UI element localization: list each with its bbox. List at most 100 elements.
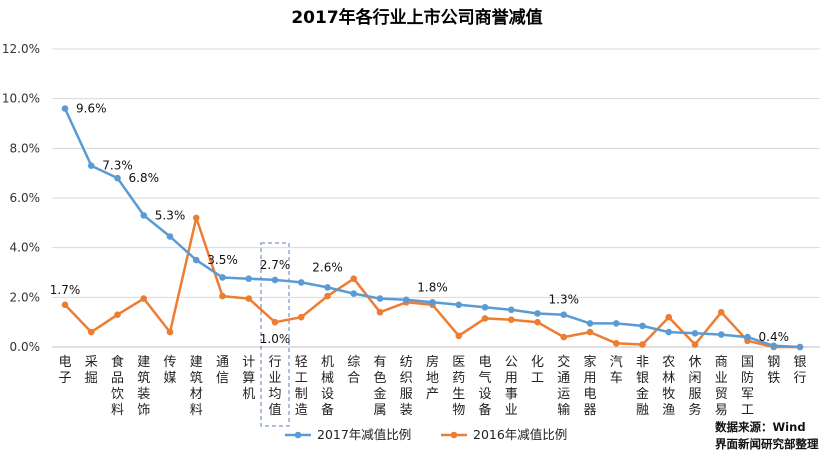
- data-point: [481, 303, 489, 311]
- data-point: [402, 296, 410, 304]
- x-tick-label: 行业均值: [268, 355, 281, 418]
- data-point: [507, 316, 515, 323]
- x-tick-label: 房地产: [426, 354, 439, 402]
- data-point: [140, 212, 148, 219]
- chart-title: 2017年各行业上市公司商誉减值: [291, 7, 542, 28]
- x-tick-label: 轻工制造: [295, 355, 308, 418]
- x-tick-label: 传媒: [163, 355, 176, 386]
- x-tick-label: 农林牧渔: [662, 355, 675, 418]
- y-axis-ticks: 0.0% 2.0% 4.0% 6.0% 8.0% 10.0% 12.0%: [2, 42, 40, 354]
- x-tick-label: 建筑材料: [190, 355, 203, 418]
- data-label: 3.5%: [207, 253, 238, 267]
- y-tick-label: 0.0%: [10, 340, 41, 354]
- data-point: [639, 322, 646, 330]
- data-label: 1.7%: [50, 283, 81, 297]
- data-label: 5.3%: [155, 208, 186, 222]
- source-credit: 界面新闻研究部整理: [715, 437, 819, 451]
- data-label: 9.6%: [76, 102, 107, 116]
- x-tick-label: 电气设备: [478, 355, 491, 418]
- x-tick-label: 机械设备: [321, 355, 334, 418]
- data-point: [507, 306, 515, 314]
- data-point: [376, 295, 384, 302]
- gridlines: [52, 48, 820, 348]
- data-point: [271, 318, 279, 326]
- y-tick-label: 4.0%: [10, 241, 41, 255]
- data-point: [324, 284, 331, 291]
- data-point: [717, 308, 725, 316]
- legend-item: 2016年减值比例: [441, 427, 567, 442]
- average-highlight-box: [260, 242, 290, 427]
- x-tick-label: 银行: [793, 355, 806, 386]
- data-point: [87, 328, 95, 336]
- data-label: 2.7%: [260, 258, 291, 272]
- x-tick-label: 医药生物: [452, 355, 465, 418]
- data-point: [560, 333, 568, 341]
- x-tick-label: 汽车: [610, 355, 623, 386]
- data-point: [717, 331, 725, 338]
- data-point: [219, 292, 226, 300]
- data-label: 6.8%: [129, 171, 160, 185]
- data-point: [61, 301, 69, 309]
- data-point: [192, 214, 200, 222]
- x-tick-label: 通信: [216, 355, 229, 386]
- x-tick-label: 电子: [58, 355, 71, 386]
- data-label: 0.4%: [759, 330, 790, 344]
- data-point: [140, 295, 148, 302]
- legend-label: 2016年减值比例: [473, 427, 567, 442]
- x-tick-label: 家用电器: [583, 354, 596, 418]
- y-tick-label: 6.0%: [10, 191, 41, 205]
- x-tick-label: 钢铁: [767, 355, 780, 386]
- data-point: [429, 299, 436, 306]
- data-labels: 9.6% 7.3%6.8% 5.3% 3.5% 2.7% 2.6% 1.8% 1.3% 0.4%…: [50, 102, 789, 347]
- series-1: [61, 105, 804, 351]
- data-point: [297, 279, 305, 286]
- data-point: [114, 174, 121, 182]
- data-point: [481, 315, 489, 322]
- data-label: 2.6%: [312, 260, 343, 274]
- highlight-box: [260, 242, 290, 427]
- data-point: [350, 290, 358, 297]
- data-point: [114, 311, 121, 319]
- data-point: [324, 292, 331, 300]
- data-point: [166, 328, 174, 336]
- data-point: [219, 274, 226, 281]
- data-point: [612, 320, 620, 327]
- y-tick-label: 10.0%: [2, 92, 40, 106]
- data-point: [665, 328, 673, 336]
- data-point: [639, 341, 646, 348]
- data-point: [691, 341, 699, 348]
- y-tick-label: 8.0%: [10, 141, 41, 155]
- data-point: [534, 310, 541, 317]
- source-note: 数据来源：Wind: [715, 420, 806, 434]
- y-tick-label: 2.0%: [10, 290, 41, 304]
- legend-item: 2017年减值比例: [285, 427, 411, 442]
- x-tick-label: 非银金融: [636, 355, 649, 418]
- data-point: [744, 333, 751, 341]
- data-point: [87, 162, 95, 170]
- data-point: [586, 320, 594, 327]
- x-tick-label: 休闲服务: [688, 355, 701, 418]
- data-point: [455, 301, 463, 309]
- x-tick-label: 有色金属: [373, 355, 386, 418]
- x-tick-label: 食品饮料: [111, 354, 124, 418]
- data-point: [586, 328, 594, 336]
- data-point: [350, 275, 358, 283]
- data-point: [612, 339, 620, 347]
- data-point: [297, 313, 305, 321]
- data-label: 1.0%: [260, 332, 291, 346]
- series-layer: [61, 105, 804, 351]
- y-tick-label: 12.0%: [2, 42, 40, 56]
- data-point: [455, 332, 463, 340]
- legend: 2017年减值比例 2016年减值比例: [285, 427, 567, 442]
- data-point: [245, 275, 253, 283]
- data-point: [166, 233, 174, 240]
- data-point: [534, 318, 541, 326]
- x-tick-label: 采掘: [85, 355, 98, 386]
- legend-swatch-marker: [294, 431, 302, 439]
- data-point: [691, 330, 699, 337]
- x-tick-label: 化工: [531, 355, 544, 386]
- data-point: [61, 105, 69, 112]
